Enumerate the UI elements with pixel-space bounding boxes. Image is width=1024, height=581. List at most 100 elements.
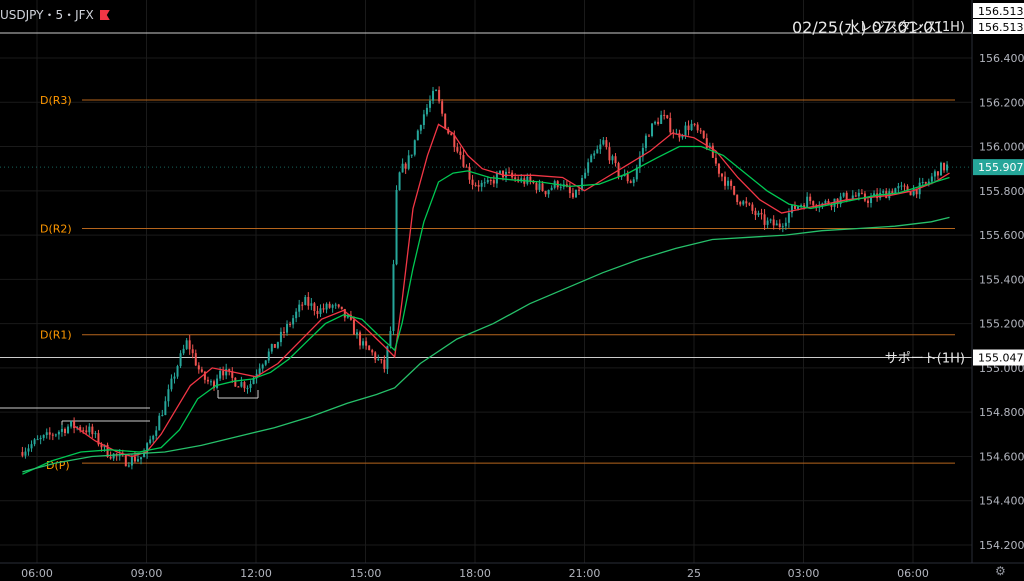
candle-body xyxy=(921,182,924,184)
candle-body xyxy=(219,370,222,379)
candle-body xyxy=(699,130,702,132)
resistance-price-tag-bg xyxy=(973,19,1024,34)
candle-body xyxy=(930,176,933,182)
candle-body xyxy=(213,381,216,388)
candle-body xyxy=(60,428,63,432)
candle-body xyxy=(927,181,930,184)
candle-body xyxy=(279,331,282,343)
candle-body xyxy=(559,186,562,188)
candle-body xyxy=(441,101,444,114)
candle-body xyxy=(748,203,751,205)
candle-body xyxy=(587,162,590,173)
candle-body xyxy=(51,434,54,436)
candle-body xyxy=(894,188,897,194)
candle-body xyxy=(97,433,100,445)
candle-body xyxy=(146,443,149,454)
candle-body xyxy=(158,415,161,431)
pivot-label: D(P) xyxy=(46,459,70,472)
candle-body xyxy=(459,151,462,156)
candle-body xyxy=(374,352,377,360)
candle-body xyxy=(742,201,745,205)
candle-body xyxy=(133,456,136,462)
pivot-label: D(R2) xyxy=(40,222,72,235)
candle-body xyxy=(769,219,772,221)
candle-body xyxy=(800,205,803,207)
grid xyxy=(0,0,972,563)
resistance-label: レジスタンス(1H) xyxy=(859,20,965,35)
candle-body xyxy=(781,226,784,228)
candle-body xyxy=(787,213,790,223)
candle-body xyxy=(349,314,352,320)
candle-body xyxy=(155,430,158,436)
y-tick-label: 154.600 xyxy=(979,450,1024,463)
candle-body xyxy=(246,387,249,389)
candle-body xyxy=(276,342,279,348)
candle-body xyxy=(593,153,596,156)
candle-body xyxy=(222,370,225,376)
candle-body xyxy=(638,156,641,168)
candle-body xyxy=(447,128,450,134)
candle-body xyxy=(480,182,483,187)
candle-body xyxy=(803,205,806,208)
candle-body xyxy=(505,171,508,178)
candle-body xyxy=(644,135,647,148)
moving-average-lines xyxy=(22,123,950,475)
candle-body xyxy=(620,176,623,178)
flag-icon[interactable] xyxy=(99,10,110,20)
candle-body xyxy=(599,144,602,150)
candle-body xyxy=(352,319,355,335)
candle-body xyxy=(666,115,669,119)
candle-body xyxy=(240,382,243,387)
candle-body xyxy=(203,371,206,380)
candle-body xyxy=(416,130,419,141)
candle-body xyxy=(57,431,60,435)
candle-body xyxy=(182,348,185,354)
candle-body xyxy=(568,186,571,194)
candle-body xyxy=(717,163,720,174)
candle-body xyxy=(282,331,285,333)
candle-body xyxy=(428,100,431,108)
candle-body xyxy=(389,331,392,347)
candle-body xyxy=(432,90,435,101)
support-price-tag: 155.047 xyxy=(978,352,1024,365)
candle-body xyxy=(82,430,85,432)
candle-body xyxy=(693,123,696,125)
candle-body xyxy=(651,123,654,137)
price-axis: 156.400 156.200 156.000 155.800 155.600 155.4… xyxy=(971,0,1024,563)
candle-body xyxy=(404,163,407,169)
candle-body xyxy=(252,378,255,385)
candle-body xyxy=(720,173,723,177)
candle-body xyxy=(63,428,66,434)
candle-body xyxy=(100,444,103,448)
candle-body xyxy=(377,359,380,361)
candle-body xyxy=(343,309,346,318)
candle-body xyxy=(727,180,730,186)
candle-body xyxy=(21,452,24,456)
candle-body xyxy=(419,125,422,131)
symbol-label[interactable]: USDJPY・5・JFX xyxy=(0,6,110,23)
settings-icon[interactable]: ⚙ xyxy=(995,564,1006,578)
candle-body xyxy=(605,140,608,148)
candle-body xyxy=(295,311,298,319)
candle-body xyxy=(772,219,775,226)
time-axis: 06:00 09:00 12:00 15:00 18:00 21:00 25 03:00 06:… xyxy=(0,562,1024,580)
candle-body xyxy=(571,193,574,198)
candle-body xyxy=(328,303,331,308)
candle-body xyxy=(763,214,766,225)
candle-body xyxy=(331,305,334,308)
candle-body xyxy=(67,426,70,434)
y-tick-label: 156.000 xyxy=(979,141,1024,154)
candle-body xyxy=(286,323,289,333)
candle-body xyxy=(173,376,176,379)
candle-body xyxy=(906,186,909,192)
candle-body xyxy=(48,432,51,435)
candle-body xyxy=(462,155,465,167)
pivot-label: D(R1) xyxy=(40,329,72,342)
y-tick-label: 155.400 xyxy=(979,273,1024,286)
candle-body xyxy=(243,382,246,389)
candle-body xyxy=(614,156,617,164)
candle-body xyxy=(465,166,468,168)
candle-body xyxy=(660,114,663,124)
y-tick-label: 156.200 xyxy=(979,96,1024,109)
